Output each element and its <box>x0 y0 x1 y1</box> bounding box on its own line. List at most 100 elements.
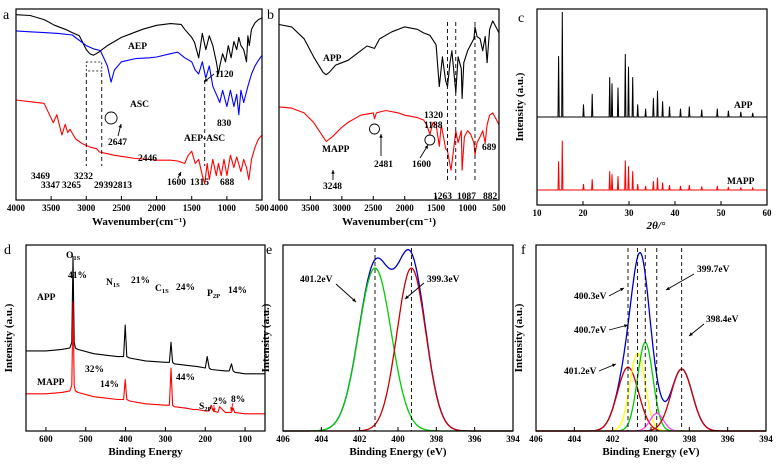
annotation-peak: 2647 <box>108 138 127 148</box>
annotation-peak: 1320 <box>424 111 443 121</box>
annotation-o1s: O1S <box>66 251 81 262</box>
annotation-arrow-head <box>212 408 216 412</box>
panel-a-xtick-label: 2500 <box>112 203 131 213</box>
panel-label-b: b <box>267 8 274 23</box>
panel-e-ylabel: Intensity (a.u.) <box>260 303 272 372</box>
panel-d-xtick-label: 600 <box>39 434 53 444</box>
annotation-peak: 2939 <box>94 181 113 191</box>
panel-f-xtick-label: 398 <box>683 434 697 444</box>
annotation-arrow-head <box>230 407 234 411</box>
annotation-arrow-head <box>620 288 624 292</box>
panel-e-xtick-label: 400 <box>391 434 405 444</box>
annotation-n1s-subscript: 1S <box>113 282 120 289</box>
annotation-peak: 689 <box>482 143 497 153</box>
panel-b-xlabel: Wavenumber(cm⁻¹) <box>342 216 436 228</box>
annotation-peak-400-3: 400.3eV <box>574 292 607 302</box>
panel-a-xtick-label: 1500 <box>183 203 202 213</box>
annotation-o1s-percent-mapp: 32% <box>85 365 104 375</box>
panel-f-xtick-label: 394 <box>759 434 773 444</box>
annotation-arrow-head <box>331 170 335 174</box>
panel-f-xtick-label: 406 <box>529 434 543 444</box>
annotation-peak: 882 <box>483 192 498 202</box>
annotation-peak: 3248 <box>323 182 342 192</box>
panel-f-xtick-label: 400 <box>644 434 658 444</box>
series-ASC <box>15 30 263 116</box>
panel-d-xtick-label: 300 <box>159 434 173 444</box>
annotation-peak: 1087 <box>457 192 476 202</box>
annotation-peak: 1315 <box>190 178 209 188</box>
series-MAPP <box>537 140 767 191</box>
series-APP <box>278 20 500 100</box>
annotation-mapp: MAPP <box>322 145 350 155</box>
annotation-n1s-percent-mapp: 14% <box>100 380 119 390</box>
series-envelope <box>536 252 766 432</box>
panel-c-ylabel: Intensity (a.u.) <box>514 72 526 141</box>
annotation-s2p-percent: 2% <box>213 397 227 407</box>
panel-a-xtick-label: 500 <box>255 203 269 213</box>
panel-e-xtick-label: 396 <box>468 434 482 444</box>
panel-d-xtick-label: 200 <box>199 434 213 444</box>
panel-e-frame <box>282 244 514 432</box>
panel-label-d: d <box>4 243 11 258</box>
panel-c-xtick-label: 10 <box>533 208 543 218</box>
panel-f-xtick-label: 396 <box>721 434 735 444</box>
panel-c-xtick-label: 20 <box>579 208 589 218</box>
panel-f-xtick-label: 404 <box>568 434 582 444</box>
panel-a-xtick-label: 2000 <box>148 203 167 213</box>
panel-d-xlabel: Binding Energy <box>108 446 183 458</box>
annotation-peak: 3469 <box>31 172 50 182</box>
series-AEP <box>15 14 263 75</box>
annotation-arrow-head <box>612 363 616 367</box>
panel-b-xtick-label: 4000 <box>270 203 289 213</box>
annotation-s2p: S2P <box>199 402 212 413</box>
panel-b-xtick-label: 2000 <box>396 203 415 213</box>
annotation-p2p: P2P <box>207 289 220 300</box>
panel-e-xtick-label: 402 <box>353 434 367 444</box>
annotation-c1s-percent: 24% <box>176 283 195 293</box>
annotation-app: APP <box>323 54 342 64</box>
panel-b-xtick-label: 1500 <box>427 203 446 213</box>
panel-b-xtick-label: 3500 <box>301 203 320 213</box>
series-399.3eV <box>283 267 513 432</box>
annotation-aep: AEP <box>128 42 147 52</box>
annotation-peak: 1600 <box>167 178 186 188</box>
annotation-p2p-percent: 14% <box>228 286 247 296</box>
annotation-o1s-percent: 41% <box>68 271 87 281</box>
panel-b-circle-marker <box>369 123 380 135</box>
panel-label-f: f <box>521 243 526 258</box>
annotation-s2p-subscript: 2P <box>204 406 211 413</box>
legend-app: APP <box>734 101 753 111</box>
panel-d-frame <box>25 244 266 432</box>
annotation-arrow-head <box>204 78 208 82</box>
annotation-arrow-head <box>689 332 693 336</box>
annotation-peak: 1263 <box>433 192 452 202</box>
annotation-peak: 3347 <box>41 181 60 191</box>
panel-a-circle-marker <box>104 111 118 125</box>
panel-label-c: c <box>518 11 524 26</box>
annotation-peak: 1188 <box>424 121 443 131</box>
panel-c-frame <box>536 8 768 206</box>
panel-a-xtick-label: 3000 <box>77 203 96 213</box>
annotation-arrow-head <box>379 134 383 138</box>
annotation-arrow-head <box>424 145 428 149</box>
panel-c-xtick-label: 50 <box>717 208 727 218</box>
annotation-peak-399-7: 399.7eV <box>697 265 730 275</box>
series-MAPP <box>278 106 500 171</box>
annotation-peak-398-4: 398.4eV <box>706 315 739 325</box>
panel-b-xtick-label: 3000 <box>333 203 352 213</box>
annotation-aep-asc: AEP-ASC <box>184 134 225 144</box>
annotation-n1s-percent: 21% <box>131 276 150 286</box>
panel-d-xtick-label: 400 <box>119 434 133 444</box>
panel-label-a: a <box>3 8 10 23</box>
panel-e-xtick-label: 394 <box>506 434 520 444</box>
annotation-peak: 2481 <box>374 160 393 170</box>
panel-c-xtick-label: 60 <box>763 208 773 218</box>
annotation-c1s-percent-mapp: 44% <box>176 373 195 383</box>
annotation-arrow <box>665 273 695 291</box>
panel-e-xtick-label: 404 <box>315 434 329 444</box>
annotation-peak: 2813 <box>113 181 132 191</box>
annotation-p2p-percent-mapp: 8% <box>231 395 245 405</box>
annotation-arrow-head <box>177 172 181 176</box>
panel-b-xtick-label: 500 <box>492 203 506 213</box>
series-APP <box>26 255 265 375</box>
